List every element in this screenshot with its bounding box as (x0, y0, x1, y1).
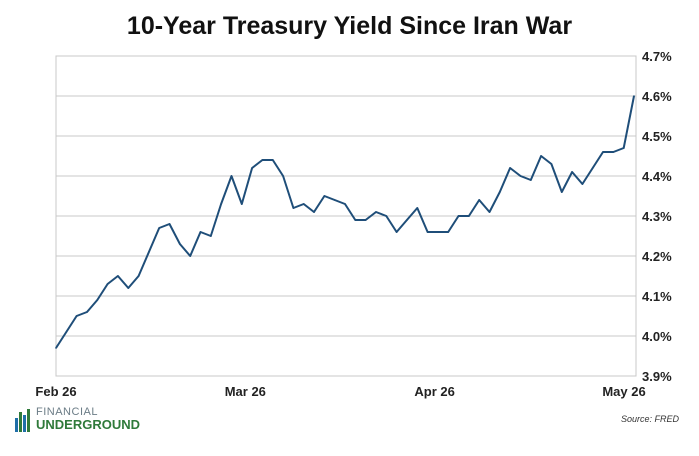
x-tick-label: Mar 26 (225, 384, 266, 399)
data-point (344, 203, 346, 205)
series-points (55, 95, 635, 349)
yield-series-line (55, 95, 635, 349)
data-point (478, 199, 480, 201)
data-point (158, 227, 161, 229)
data-point (602, 151, 604, 153)
y-tick-label: 4.7% (642, 49, 672, 64)
y-tick-label: 4.3% (642, 209, 672, 224)
data-point (292, 207, 295, 209)
data-point (313, 211, 315, 213)
data-point (302, 203, 305, 205)
data-point (117, 275, 119, 277)
data-point (540, 155, 542, 157)
logo-text-financial: FINANCIAL (36, 406, 98, 418)
data-point (210, 235, 212, 237)
data-point (333, 199, 336, 201)
data-point (323, 195, 326, 197)
data-point (148, 251, 150, 253)
x-tick-label: Feb 26 (35, 384, 76, 399)
logo-text-underground: UNDERGROUND (36, 417, 140, 432)
y-tick-label: 4.0% (642, 329, 672, 344)
x-tick-label: Apr 26 (414, 384, 454, 399)
y-tick-label: 4.5% (642, 129, 672, 144)
chart-title: 10-Year Treasury Yield Since Iran War (126, 12, 573, 40)
y-tick-label: 4.2% (642, 249, 672, 264)
data-point (271, 159, 274, 161)
y-tick-label: 4.1% (642, 289, 672, 304)
data-point (65, 331, 68, 333)
y-axis-ticks: 3.9% 4.0% 4.1% 4.2% 4.3% 4.4% 4.5% 4.6% 4.7% (642, 49, 672, 384)
data-point (240, 203, 243, 205)
data-point (581, 183, 584, 185)
data-point (75, 315, 78, 317)
data-point (416, 207, 419, 209)
data-point (406, 219, 408, 221)
bar-graph-icon (15, 409, 30, 432)
data-point (86, 311, 88, 313)
data-point (499, 191, 501, 193)
data-point (96, 299, 99, 301)
data-point (55, 347, 57, 349)
data-point (468, 215, 470, 217)
data-point (633, 95, 635, 97)
data-point (354, 219, 357, 221)
data-point (189, 255, 191, 257)
data-point (251, 167, 253, 169)
data-point (364, 219, 367, 221)
data-point (571, 171, 573, 173)
data-point (106, 283, 109, 285)
y-tick-label: 4.4% (642, 169, 672, 184)
y-tick-label: 3.9% (642, 369, 672, 384)
x-tick-label: May 26 (602, 384, 645, 399)
financial-underground-logo: FINANCIAL UNDERGROUND (14, 402, 154, 436)
data-point (220, 203, 222, 205)
data-point (457, 215, 460, 217)
data-point (385, 215, 388, 217)
data-point (375, 211, 377, 213)
data-point (230, 175, 233, 177)
data-point (622, 147, 625, 149)
data-point (509, 167, 511, 169)
data-point (426, 231, 429, 233)
data-point (488, 211, 491, 213)
x-axis-ticks: Feb 26 Mar 26 Apr 26 May 26 (35, 384, 645, 399)
data-point (591, 167, 594, 169)
data-point (560, 191, 563, 193)
data-point (395, 231, 398, 233)
data-point (529, 179, 532, 181)
data-point (550, 163, 553, 165)
data-point (261, 159, 264, 161)
gridlines (56, 55, 636, 377)
data-point (519, 175, 522, 177)
data-point (282, 175, 284, 177)
data-point (199, 231, 202, 233)
data-point (447, 231, 450, 233)
data-point (612, 151, 615, 153)
data-point (137, 275, 140, 277)
data-point (437, 231, 439, 233)
data-point (127, 287, 130, 289)
y-tick-label: 4.6% (642, 89, 672, 104)
plot-area (55, 55, 637, 377)
source-note: Source: FRED (620, 414, 679, 424)
data-point (168, 223, 171, 225)
data-point (179, 243, 181, 245)
